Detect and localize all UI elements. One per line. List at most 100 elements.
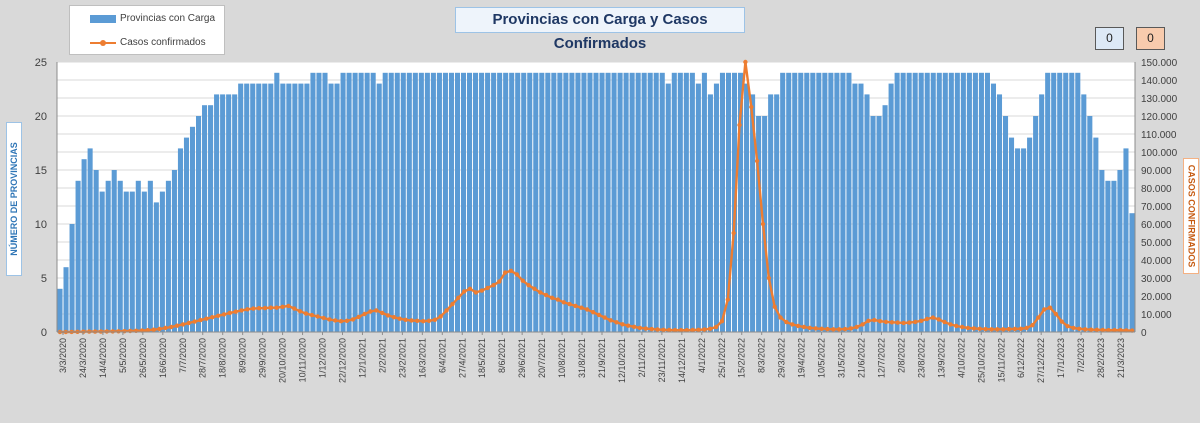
- bar: [533, 72, 539, 333]
- line-point: [491, 283, 496, 288]
- line-point: [327, 317, 332, 322]
- bar: [1069, 72, 1075, 333]
- line-point: [362, 311, 367, 317]
- line-point: [1001, 327, 1006, 332]
- bar: [713, 83, 719, 332]
- line-point: [848, 326, 854, 331]
- line-point: [1053, 311, 1059, 317]
- line-point: [737, 122, 742, 128]
- bar: [834, 72, 840, 333]
- bar: [491, 72, 497, 333]
- bar: [208, 105, 214, 332]
- y2-tick-label: 20.000: [1141, 292, 1172, 303]
- bar: [539, 72, 545, 333]
- legend: Provincias con Carga Casos confirmados: [69, 5, 225, 55]
- bar: [683, 72, 689, 333]
- bar: [864, 94, 870, 333]
- line-point: [590, 310, 596, 315]
- bar: [159, 191, 165, 332]
- line-point: [409, 318, 414, 323]
- line-point: [795, 323, 801, 329]
- line-point: [1088, 327, 1094, 332]
- bar: [244, 83, 250, 332]
- bar: [659, 72, 665, 333]
- y2-tick-label: 90.000: [1141, 166, 1172, 177]
- bar: [840, 72, 846, 333]
- bar: [268, 83, 274, 332]
- bar: [786, 72, 792, 333]
- bar: [467, 72, 473, 333]
- bar: [69, 224, 75, 332]
- bar: [894, 72, 900, 333]
- line-point: [672, 328, 678, 333]
- bar: [822, 72, 828, 333]
- y2-tick-label: 150.000: [1141, 58, 1178, 69]
- line-point: [198, 317, 203, 323]
- bar: [1081, 94, 1087, 333]
- y2-tick-label: 140.000: [1141, 76, 1178, 87]
- line-point: [965, 325, 971, 331]
- x-tick-label: 18/8/2020: [218, 338, 228, 378]
- bar: [768, 94, 774, 333]
- bar: [298, 83, 304, 332]
- bar: [105, 180, 111, 332]
- line-point: [356, 314, 361, 320]
- y-axis-title-right: CASOS CONFIRMADOS: [1183, 158, 1199, 274]
- y2-tick-label: 110.000: [1141, 130, 1177, 141]
- line-point: [614, 320, 619, 325]
- line-point: [661, 327, 666, 332]
- bar: [810, 72, 816, 333]
- line-point: [825, 326, 830, 332]
- line-point: [368, 309, 373, 314]
- bar: [400, 72, 406, 333]
- bar: [750, 94, 756, 333]
- bar: [725, 72, 732, 333]
- bar: [593, 72, 599, 333]
- bar: [424, 72, 430, 333]
- bar-series: [57, 72, 1135, 333]
- line-point: [1047, 305, 1053, 310]
- bar: [214, 94, 220, 333]
- bar: [1027, 137, 1033, 332]
- bar: [1051, 72, 1057, 333]
- line-point: [1018, 326, 1023, 331]
- line-point: [374, 308, 379, 313]
- x-tick-label: 2/8/2022: [896, 338, 906, 373]
- line-point: [754, 158, 760, 164]
- bar: [334, 83, 340, 332]
- line-point: [210, 315, 215, 320]
- bar: [250, 83, 256, 332]
- line-point: [1100, 327, 1106, 333]
- line-point: [338, 319, 344, 324]
- x-tick-label: 23/11/2021: [657, 338, 667, 382]
- y2-tick-label: 120.000: [1141, 112, 1178, 123]
- bar: [274, 72, 280, 333]
- line-point: [831, 327, 836, 332]
- line-point: [819, 326, 824, 331]
- line-point: [186, 320, 191, 326]
- x-tick-label: 27/4/2021: [457, 338, 467, 378]
- bar: [515, 72, 521, 333]
- x-tick-label: 29/9/2020: [258, 338, 268, 378]
- line-point: [573, 303, 578, 309]
- line-point: [432, 317, 438, 322]
- bar: [485, 72, 491, 333]
- bar: [454, 72, 461, 333]
- bar: [912, 72, 918, 333]
- x-tick-label: 19/4/2022: [797, 338, 807, 378]
- bar: [996, 94, 1003, 333]
- bar: [442, 72, 448, 333]
- line-point: [801, 324, 807, 330]
- bar: [286, 83, 292, 332]
- bar: [924, 72, 930, 333]
- line-point: [924, 316, 930, 322]
- line-point: [286, 303, 291, 309]
- line-point: [889, 320, 895, 325]
- bar: [436, 72, 442, 333]
- bar: [1063, 72, 1069, 333]
- x-tick-label: 8/3/2022: [757, 338, 767, 373]
- line-point: [684, 328, 689, 333]
- bar: [63, 267, 69, 332]
- bar: [382, 72, 388, 333]
